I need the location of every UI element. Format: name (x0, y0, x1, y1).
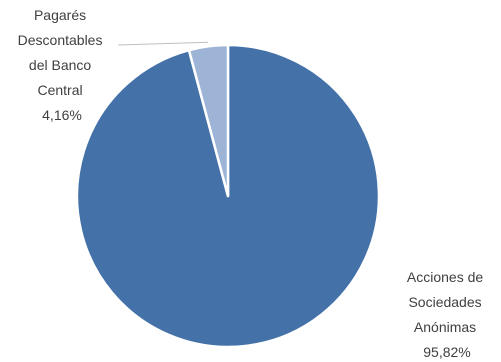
slice-label-pagares-line-4: Central (37, 82, 82, 98)
slice-value-acciones: 95,82% (423, 344, 470, 360)
slice-label-acciones: Acciones de Sociedades Anónimas 95,82% (407, 269, 487, 360)
pie-slices (75, 43, 381, 349)
slice-label-acciones-line-2: Sociedades (408, 294, 481, 310)
slice-label-acciones-line-3: Anónimas (414, 319, 476, 335)
slice-label-pagares-line-1: Pagarés (34, 7, 86, 23)
pie-slice-pagares (187, 43, 230, 198)
slice-value-pagares: 4,16% (42, 107, 82, 123)
slice-label-pagares-line-3: del Banco (29, 57, 91, 73)
slice-label-acciones-line-1: Acciones de (407, 269, 483, 285)
slice-label-pagares-line-2: Descontables (18, 32, 103, 48)
leader-line-pagares (117, 41, 209, 46)
slice-label-pagares: Pagarés Descontables del Banco Central 4… (18, 7, 107, 123)
